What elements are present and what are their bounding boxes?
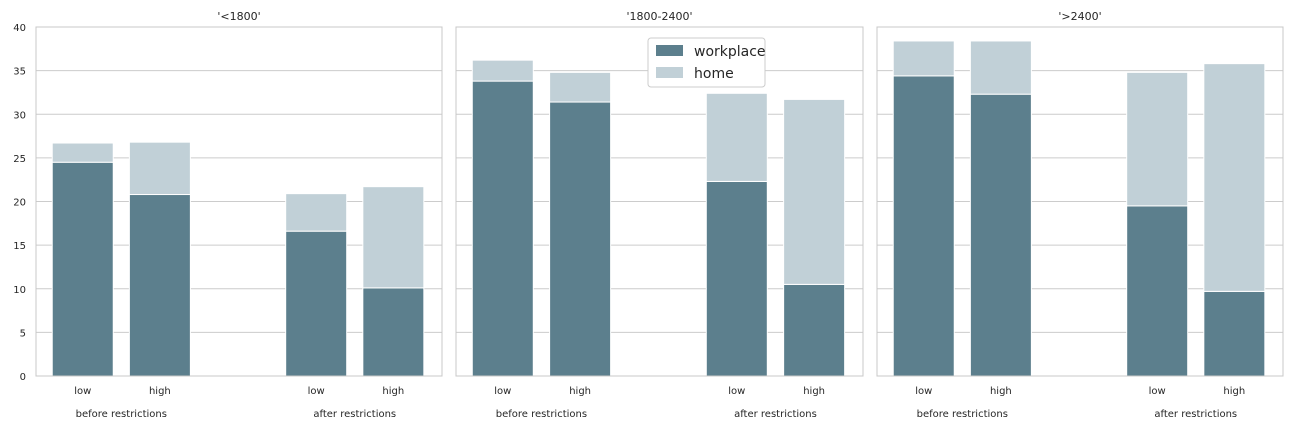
bar-workplace-2 <box>128 194 191 377</box>
y-tick-label: 5 <box>20 328 26 339</box>
bar-workplace-4 <box>362 287 425 377</box>
y-tick-label: 40 <box>13 23 26 34</box>
y-tick-label: 30 <box>13 110 26 121</box>
bar-workplace-3 <box>1126 205 1189 377</box>
legend-swatch-home <box>656 67 683 78</box>
y-tick-label: 15 <box>13 241 26 252</box>
x-tick-label: high <box>990 386 1012 397</box>
x-tick-label: high <box>569 386 591 397</box>
legend-label-home: home <box>694 66 734 82</box>
y-tick-label: 35 <box>13 67 26 78</box>
bar-home-1 <box>892 40 955 77</box>
x-tick-label: low <box>728 386 745 397</box>
x-tick-label: low <box>1149 386 1166 397</box>
bar-workplace-3 <box>705 180 768 377</box>
bar-home-4 <box>1203 63 1266 292</box>
group-label: after restrictions <box>734 409 817 420</box>
x-tick-label: high <box>382 386 404 397</box>
x-tick-label: low <box>74 386 91 397</box>
bar-home-4 <box>362 186 425 289</box>
y-tick-label: 0 <box>20 372 26 383</box>
legend-swatch-workplace <box>656 45 683 56</box>
chart-title: '<1800' <box>217 10 260 23</box>
bar-workplace-2 <box>549 101 612 377</box>
bar-home-3 <box>705 92 768 182</box>
x-tick-label: low <box>915 386 932 397</box>
x-tick-label: high <box>803 386 825 397</box>
chart-title: '1800-2400' <box>626 10 692 23</box>
y-tick-label: 20 <box>13 198 26 209</box>
bar-workplace-1 <box>471 80 534 377</box>
bar-workplace-4 <box>1203 290 1266 377</box>
bar-workplace-2 <box>969 93 1032 377</box>
x-tick-label: low <box>308 386 325 397</box>
group-label: after restrictions <box>1154 409 1237 420</box>
axes-frame-1 <box>35 26 443 377</box>
bar-workplace-4 <box>783 283 846 377</box>
bar-home-1 <box>51 142 114 163</box>
group-label: before restrictions <box>496 409 587 420</box>
bar-workplace-1 <box>51 161 114 377</box>
bar-home-2 <box>128 141 191 196</box>
bar-home-4 <box>783 98 846 285</box>
bar-home-3 <box>285 193 348 232</box>
bar-home-2 <box>549 71 612 103</box>
x-tick-label: high <box>149 386 171 397</box>
group-label: before restrictions <box>917 409 1008 420</box>
group-label: before restrictions <box>76 409 167 420</box>
x-tick-label: high <box>1223 386 1245 397</box>
chart-title: '>2400' <box>1058 10 1101 23</box>
y-tick-label: 25 <box>13 154 26 165</box>
y-tick-label: 10 <box>13 285 26 296</box>
axes-frame-2 <box>455 26 864 377</box>
bar-home-2 <box>969 40 1032 95</box>
bar-home-3 <box>1126 71 1189 207</box>
bar-workplace-3 <box>285 230 348 377</box>
axes-frame-3 <box>876 26 1284 377</box>
bar-home-1 <box>471 59 534 82</box>
bar-workplace-1 <box>892 75 955 377</box>
x-tick-label: low <box>494 386 511 397</box>
group-label: after restrictions <box>313 409 396 420</box>
legend-label-workplace: workplace <box>694 44 766 60</box>
